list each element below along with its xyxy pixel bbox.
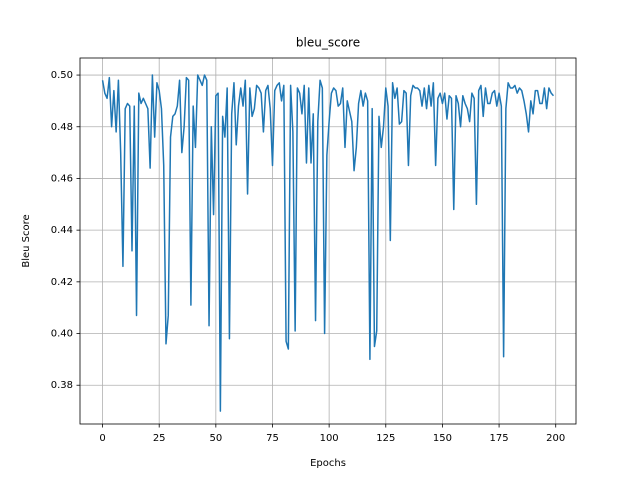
x-tick-label: 200	[546, 433, 565, 444]
y-tick-label: 0.42	[51, 277, 73, 288]
data-line	[101, 74, 555, 412]
x-tick-label: 75	[266, 433, 279, 444]
y-axis-label: Bleu Score	[21, 214, 32, 267]
x-tick-label: 0	[99, 433, 105, 444]
y-tick-label: 0.44	[51, 225, 73, 236]
y-tick-label: 0.48	[51, 122, 73, 133]
x-axis-label: Epochs	[310, 458, 346, 469]
x-tick-label: 50	[209, 433, 222, 444]
x-tick-label: 175	[490, 433, 509, 444]
x-tick-label: 150	[433, 433, 452, 444]
y-tick-label: 0.50	[51, 70, 73, 81]
x-tick-label: 125	[376, 433, 395, 444]
chart-title: bleu_score	[296, 36, 360, 50]
y-tick-label: 0.40	[51, 329, 73, 340]
y-tick-label: 0.38	[51, 380, 73, 391]
y-tick-label: 0.46	[51, 173, 73, 184]
x-tick-label: 100	[320, 433, 339, 444]
axes-frame	[79, 57, 577, 425]
x-tick-label: 25	[153, 433, 166, 444]
